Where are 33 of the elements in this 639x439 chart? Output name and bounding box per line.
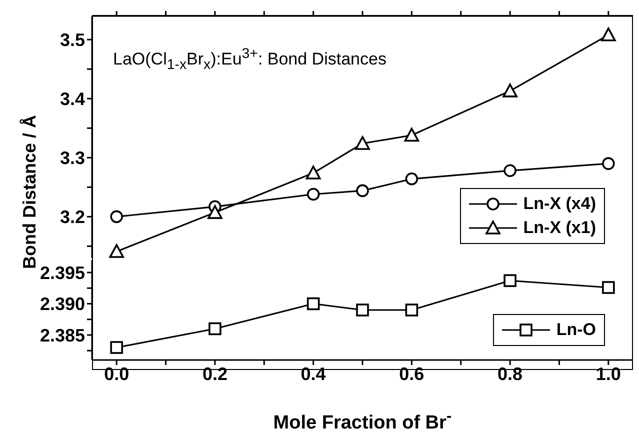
point [208, 205, 222, 219]
y-axis-title: Bond Distance / Å [20, 114, 40, 270]
point [355, 136, 370, 150]
y-tick-label: 3.3 [60, 148, 85, 168]
y-tick-label: 3.5 [60, 30, 85, 50]
point [306, 188, 320, 201]
y-tick-label: 2.395 [40, 262, 85, 283]
point [405, 304, 418, 316]
y-tick-label: 2.390 [40, 294, 85, 314]
legend-label: Ln-O [556, 320, 596, 340]
point [306, 297, 320, 310]
point [601, 27, 616, 42]
point [504, 164, 516, 178]
point [404, 128, 420, 142]
y-tick-label: 3.2 [60, 207, 85, 228]
x-axis-title: Mole Fraction of Br$^{-}$ [273, 408, 452, 434]
point [356, 304, 369, 316]
point [110, 210, 123, 224]
point [405, 172, 418, 186]
y-tick-label: 3.4 [60, 89, 85, 110]
point [109, 244, 124, 258]
point [306, 166, 321, 180]
point [602, 157, 615, 170]
point [502, 84, 518, 98]
legend-label: Ln-X (x1) [523, 218, 596, 238]
point [602, 281, 615, 294]
point [208, 322, 222, 336]
legend-label: Ln-X (x4) [523, 194, 596, 214]
point [110, 341, 123, 354]
point [504, 274, 516, 288]
point [356, 184, 369, 198]
y-tick-label: 2.385 [40, 325, 85, 346]
text: LaO(Cl$_{1-x}$Br$_{x}$):Eu$^{3+}$: Bond Distances [113, 46, 386, 74]
